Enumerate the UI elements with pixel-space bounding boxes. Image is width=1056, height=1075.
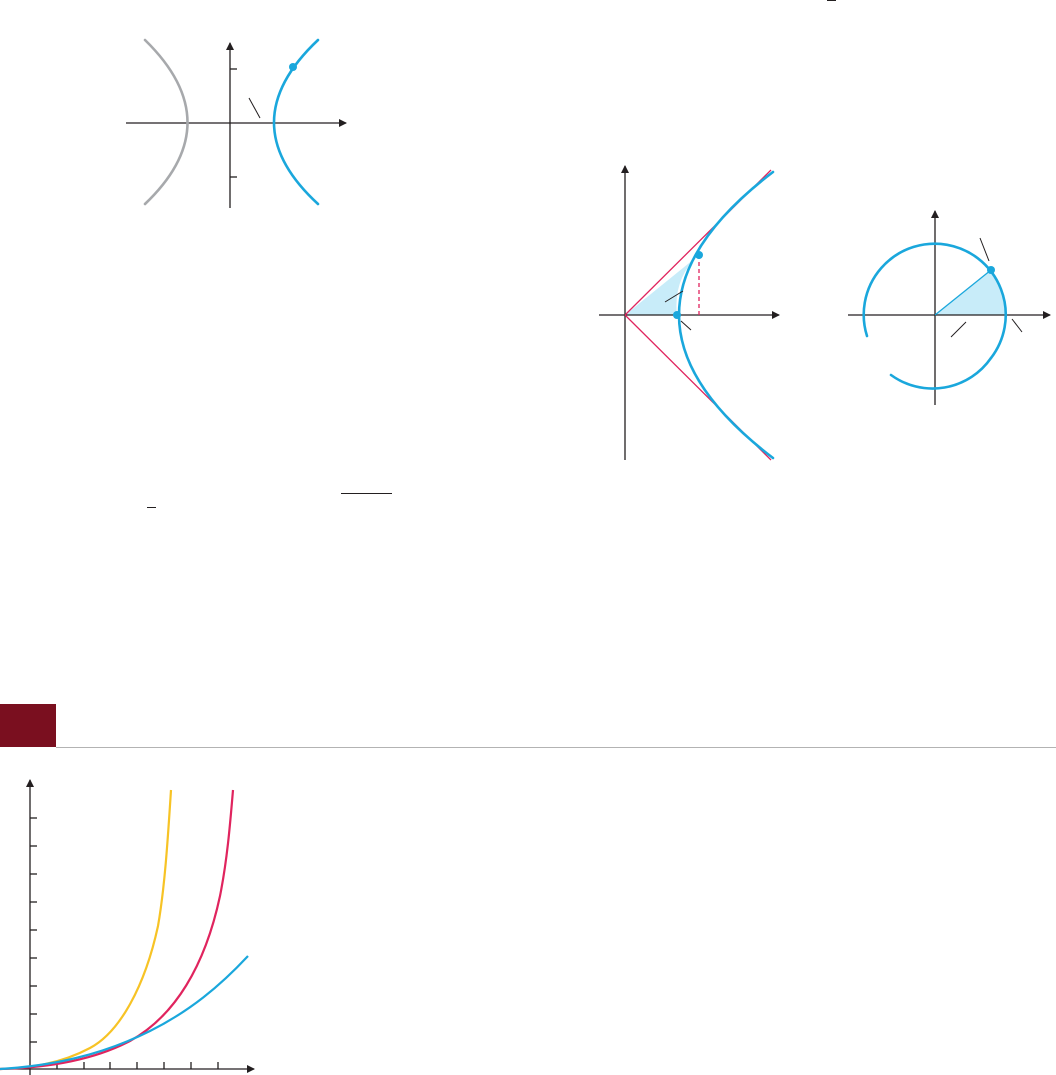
- formula-fragment-bar-left: [147, 507, 156, 509]
- point-on-branch: [289, 63, 297, 71]
- sector-point: [695, 251, 703, 259]
- shaded-sector: [935, 270, 1007, 315]
- cyan-curve: [0, 955, 249, 1071]
- shaded-sector: [625, 255, 699, 315]
- unit-circle-upper: [862, 242, 1008, 360]
- vertex-leader: [248, 97, 261, 119]
- area-leader: [950, 321, 967, 338]
- section-rule: [56, 747, 1056, 748]
- crimson-curve: [0, 789, 235, 1071]
- vertex-leader: [680, 320, 692, 331]
- point-on-circle: [987, 266, 995, 274]
- growth-curves-figure: [0, 779, 255, 1075]
- section-tab: [0, 704, 56, 747]
- formula-fragment-top: [827, 0, 836, 2]
- left-branch: [143, 38, 189, 206]
- circular-sector-figure: [848, 210, 1051, 405]
- right-branch: [272, 38, 320, 206]
- hyperbola-figure: [126, 38, 347, 208]
- x-ticks: [56, 1062, 219, 1069]
- y-ticks: [30, 817, 37, 1043]
- hyperbolic-sector-figure: [599, 165, 780, 461]
- sector-radius: [934, 269, 992, 316]
- vertex-point: [673, 311, 681, 319]
- unit-circle-lower: [889, 356, 993, 390]
- area-leader: [664, 290, 684, 303]
- intercept-leader: [1011, 318, 1023, 333]
- yellow-curve: [0, 789, 173, 1071]
- point-leader: [979, 237, 990, 262]
- formula-fragment-bar-right: [341, 493, 392, 495]
